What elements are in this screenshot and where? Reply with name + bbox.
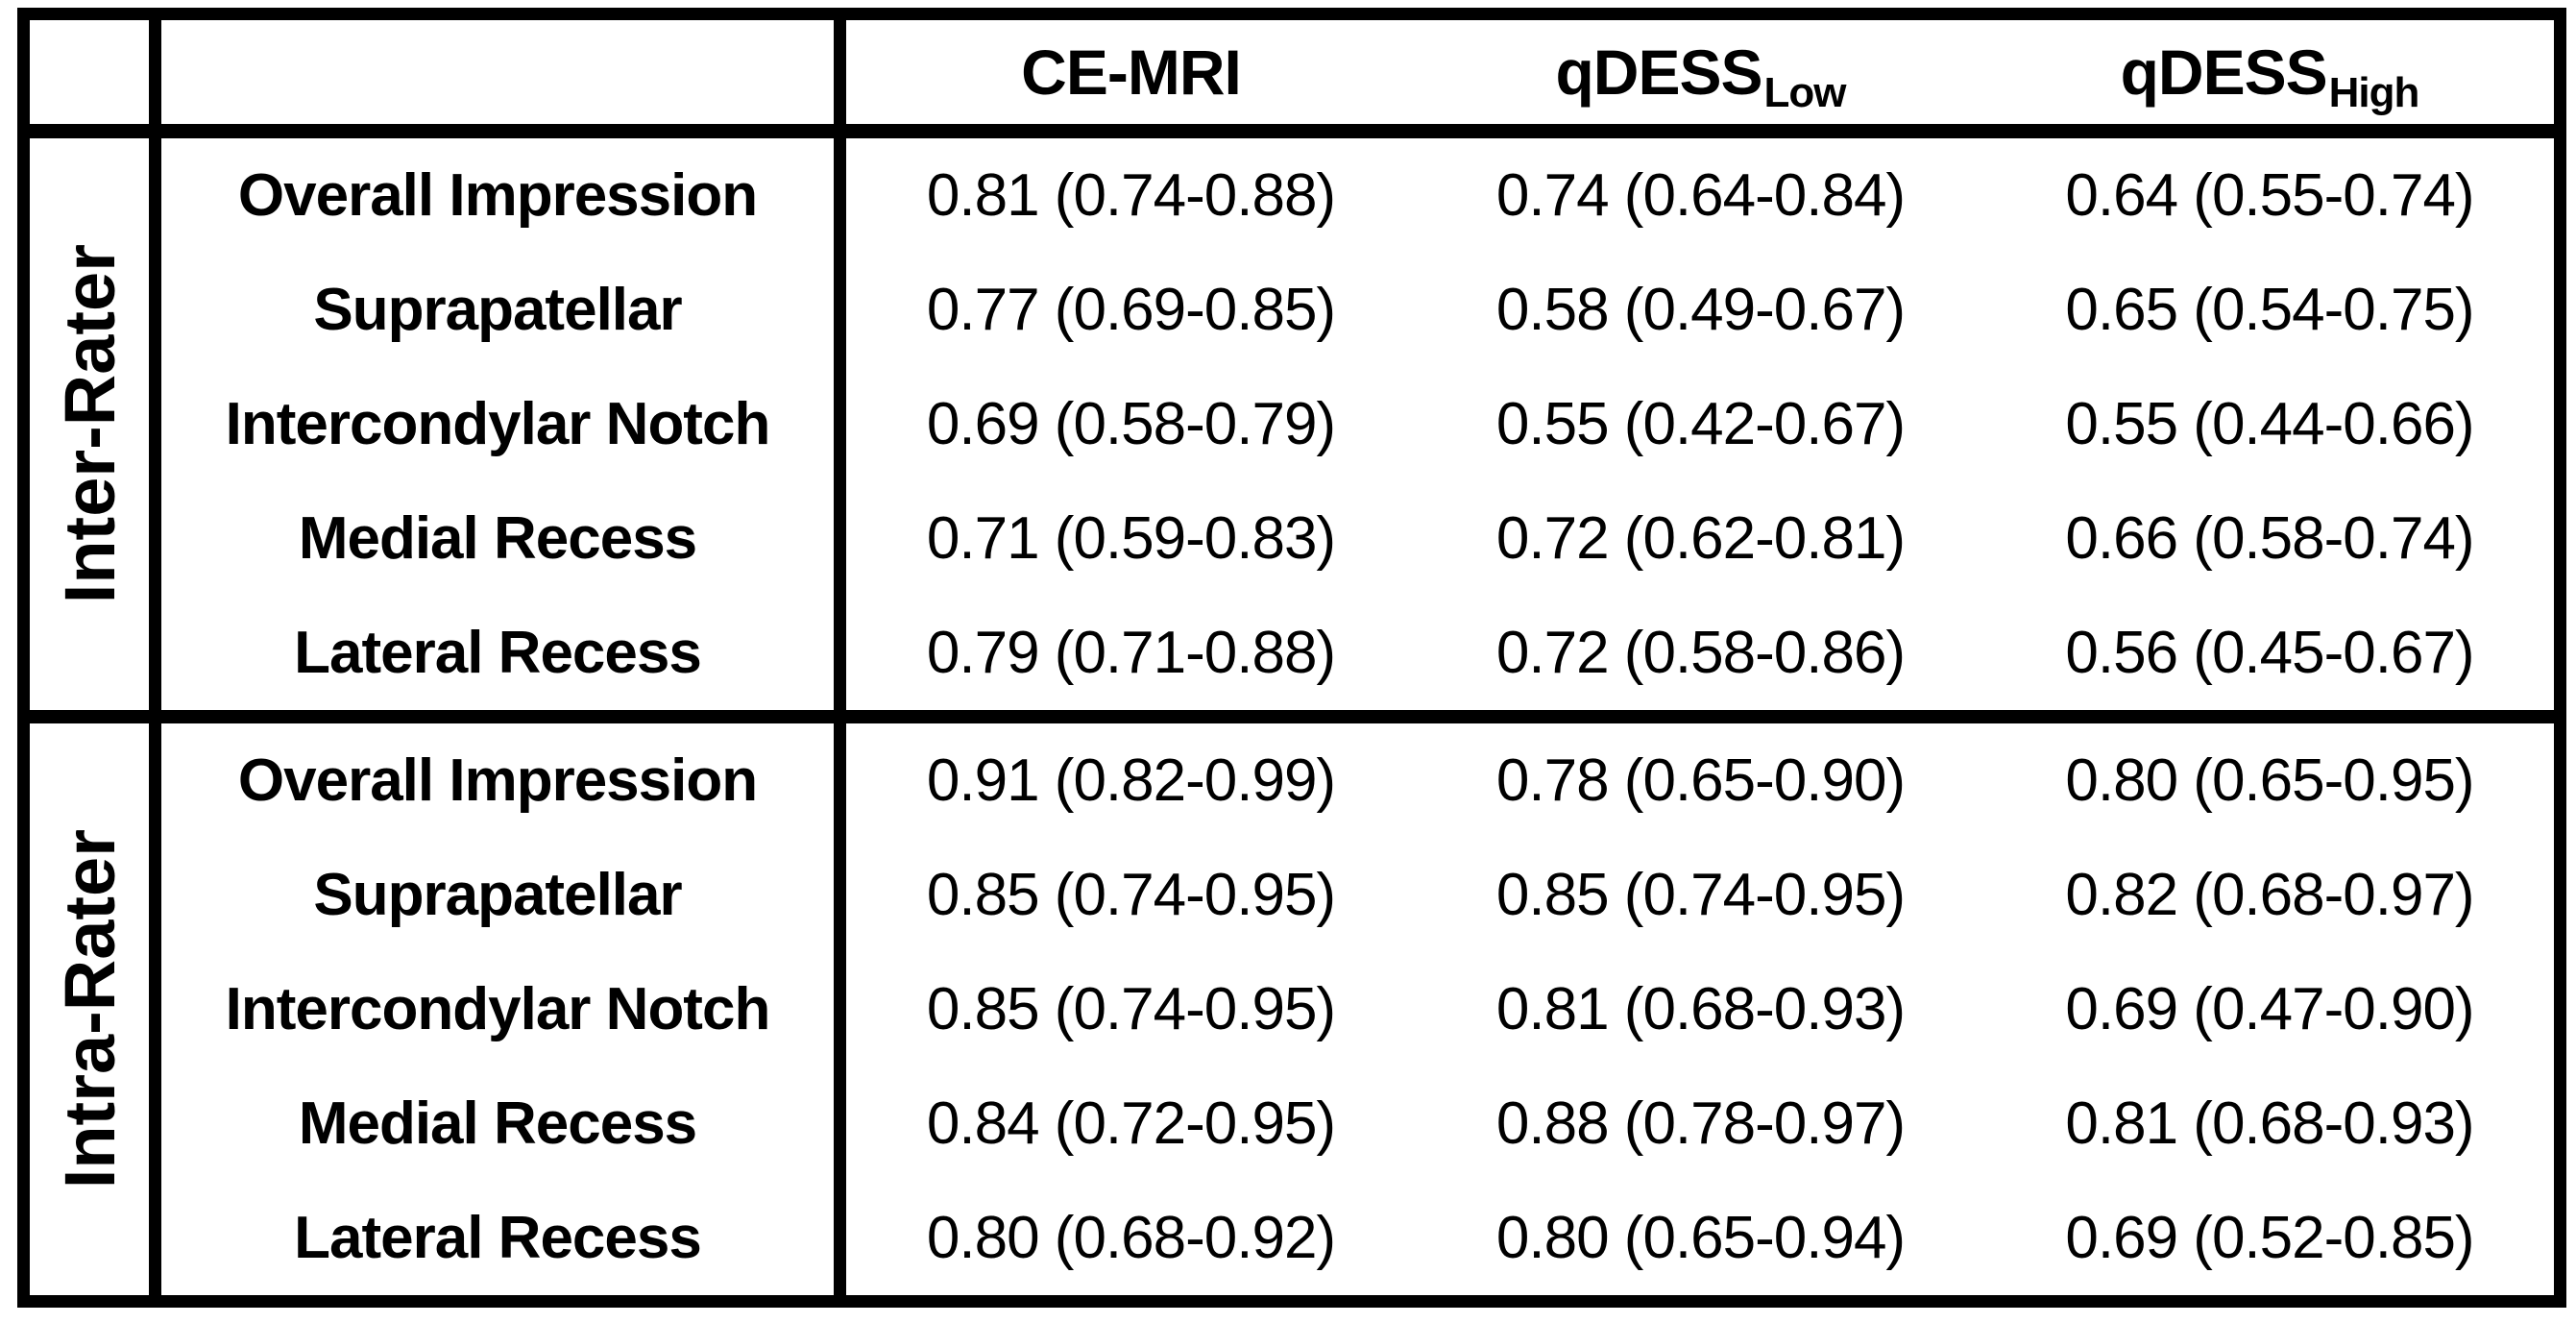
table-cell-value: 0.65 (0.54-0.75)	[2065, 277, 2474, 343]
vertical-divider-group-intra	[149, 723, 161, 1295]
table-cell-value: 0.55 (0.44-0.66)	[2065, 391, 2474, 457]
horizontal-divider-sections	[30, 710, 2554, 723]
row-label: Medial Recess	[298, 505, 697, 572]
row-label: Overall Impression	[237, 747, 758, 814]
table-cell-value: 0.85 (0.74-0.95)	[926, 862, 1336, 928]
corner-cell-group	[30, 20, 149, 124]
table-cell-value: 0.79 (0.71-0.88)	[926, 620, 1336, 686]
table-cell-value: 0.77 (0.69-0.85)	[926, 277, 1336, 343]
row-label: Intercondylar Notch	[225, 391, 771, 457]
table-cell-value: 0.72 (0.62-0.81)	[1495, 505, 1906, 572]
intra-values-qdess-high: 0.80 (0.65-0.95) 0.82 (0.68-0.97) 0.69 (…	[1985, 723, 2554, 1295]
intra-values-ce-mri: 0.91 (0.82-0.99) 0.85 (0.74-0.95) 0.85 (…	[846, 723, 1416, 1295]
vertical-divider-labels-intra	[834, 723, 846, 1295]
table-cell-value: 0.71 (0.59-0.83)	[926, 505, 1336, 572]
table-cell-value: 0.58 (0.49-0.67)	[1495, 277, 1906, 343]
inter-region-labels: Overall Impression Suprapatellar Interco…	[161, 138, 834, 710]
horizontal-divider-header	[30, 124, 2554, 138]
column-header-qdess-low: qDESS Low	[1416, 20, 1985, 124]
table-cell-value: 0.72 (0.58-0.86)	[1495, 620, 1906, 686]
table-cell-value: 0.81 (0.68-0.93)	[1495, 976, 1906, 1042]
vertical-divider-labels-inter	[834, 138, 846, 710]
row-label: Intercondylar Notch	[225, 976, 771, 1042]
table-cell-value: 0.84 (0.72-0.95)	[926, 1090, 1336, 1157]
section-label-inter-rater-cell: Inter-Rater	[30, 138, 149, 710]
corner-cell-region	[161, 20, 834, 124]
table-cell-value: 0.55 (0.42-0.67)	[1495, 391, 1906, 457]
table-cell-value: 0.66 (0.58-0.74)	[2065, 505, 2474, 572]
column-header-ce-mri-label: CE-MRI	[1021, 37, 1242, 108]
table-grid: CE-MRI qDESS Low qDESS High Inter-Rater Ov…	[30, 20, 2554, 1295]
row-label: Lateral Recess	[294, 1205, 702, 1271]
reliability-table: CE-MRI qDESS Low qDESS High Inter-Rater Ov…	[17, 8, 2566, 1308]
table-cell-value: 0.81 (0.74-0.88)	[926, 162, 1336, 229]
table-cell-value: 0.69 (0.52-0.85)	[2065, 1205, 2474, 1271]
table-cell-value: 0.74 (0.64-0.84)	[1495, 162, 1906, 229]
table-cell-value: 0.80 (0.65-0.94)	[1495, 1205, 1906, 1271]
column-header-qdess-high-label: qDESS	[2120, 37, 2328, 108]
table-cell-value: 0.81 (0.68-0.93)	[2065, 1090, 2474, 1157]
table-cell-value: 0.80 (0.65-0.95)	[2065, 747, 2474, 814]
vertical-divider-group-inter	[149, 138, 161, 710]
table-cell-value: 0.85 (0.74-0.95)	[1495, 862, 1906, 928]
row-label: Suprapatellar	[313, 862, 682, 928]
row-label: Overall Impression	[237, 162, 758, 229]
column-header-qdess-low-label: qDESS	[1555, 37, 1762, 108]
table-cell-value: 0.56 (0.45-0.67)	[2065, 620, 2474, 686]
table-cell-value: 0.69 (0.47-0.90)	[2065, 976, 2474, 1042]
table-cell-value: 0.85 (0.74-0.95)	[926, 976, 1336, 1042]
table-cell-value: 0.69 (0.58-0.79)	[926, 391, 1336, 457]
table-cell-value: 0.80 (0.68-0.92)	[926, 1205, 1336, 1271]
vertical-divider-group-header	[149, 20, 161, 124]
section-label-inter-rater: Inter-Rater	[49, 244, 130, 604]
column-header-ce-mri: CE-MRI	[846, 20, 1416, 124]
inter-values-qdess-high: 0.64 (0.55-0.74) 0.65 (0.54-0.75) 0.55 (…	[1985, 138, 2554, 710]
section-label-intra-rater: Intra-Rater	[49, 829, 130, 1189]
intra-values-qdess-low: 0.78 (0.65-0.90) 0.85 (0.74-0.95) 0.81 (…	[1416, 723, 1985, 1295]
table-cell-value: 0.78 (0.65-0.90)	[1495, 747, 1906, 814]
section-label-intra-rater-cell: Intra-Rater	[30, 723, 149, 1295]
column-header-qdess-high-subscript: High	[2328, 69, 2420, 116]
row-label: Lateral Recess	[294, 620, 702, 686]
vertical-divider-labels-header	[834, 20, 846, 124]
table-cell-value: 0.88 (0.78-0.97)	[1495, 1090, 1906, 1157]
table-cell-value: 0.91 (0.82-0.99)	[926, 747, 1336, 814]
table-cell-value: 0.82 (0.68-0.97)	[2065, 862, 2474, 928]
intra-region-labels: Overall Impression Suprapatellar Interco…	[161, 723, 834, 1295]
table-cell-value: 0.64 (0.55-0.74)	[2065, 162, 2474, 229]
column-header-qdess-low-subscript: Low	[1763, 69, 1847, 116]
row-label: Medial Recess	[298, 1090, 697, 1157]
inter-values-qdess-low: 0.74 (0.64-0.84) 0.58 (0.49-0.67) 0.55 (…	[1416, 138, 1985, 710]
row-label: Suprapatellar	[313, 277, 682, 343]
inter-values-ce-mri: 0.81 (0.74-0.88) 0.77 (0.69-0.85) 0.69 (…	[846, 138, 1416, 710]
column-header-qdess-high: qDESS High	[1985, 20, 2554, 124]
